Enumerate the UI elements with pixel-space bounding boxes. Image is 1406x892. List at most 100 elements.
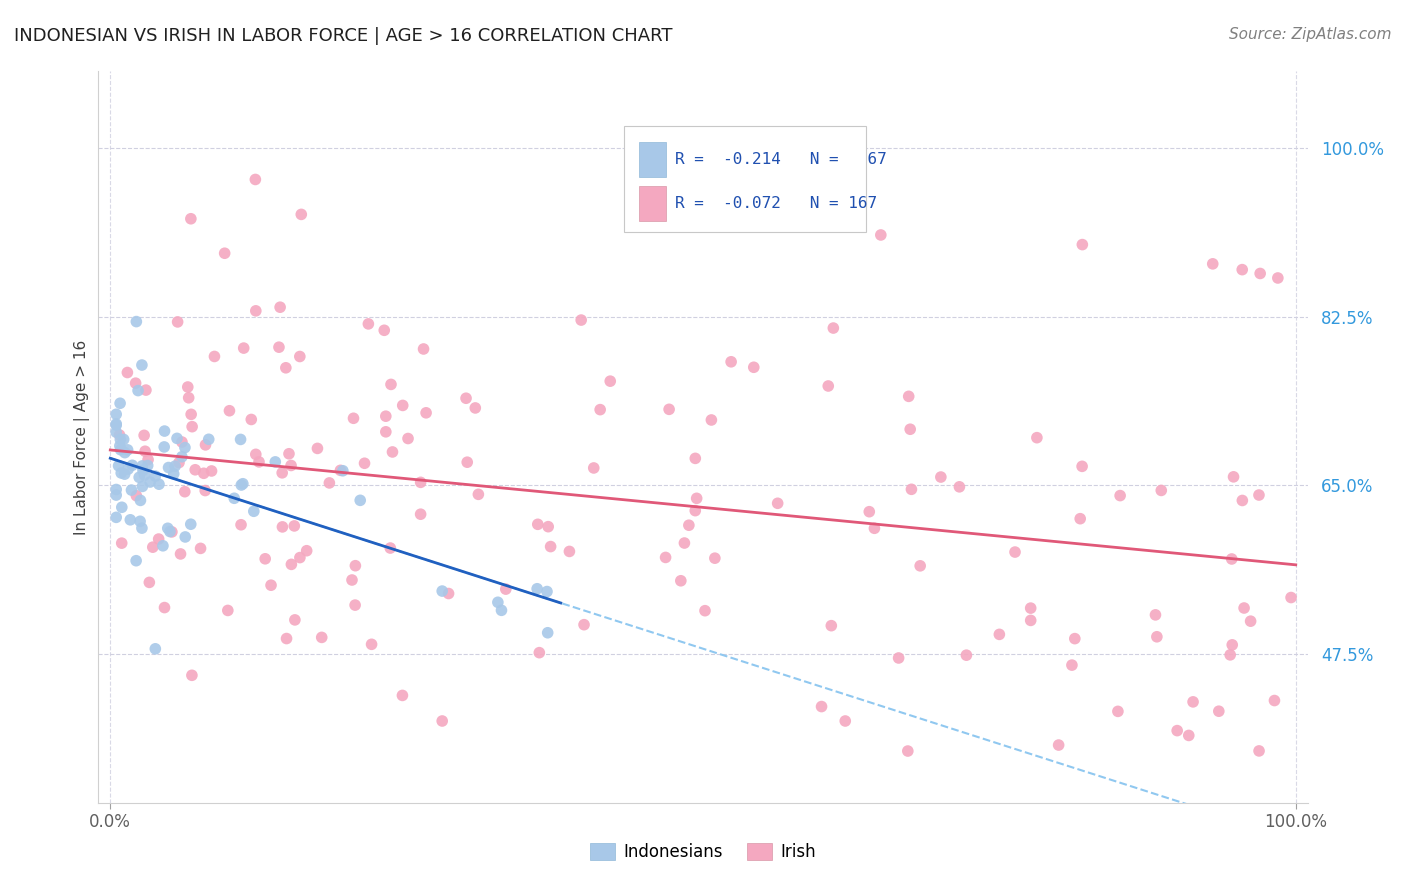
Point: [131, 479, 153, 493]
Point: [1144, 607, 1167, 622]
Point: [105, 425, 128, 440]
Point: [342, 411, 364, 425]
Point: [529, 646, 551, 660]
Point: [254, 551, 277, 566]
Point: [1247, 744, 1270, 758]
Point: [231, 478, 253, 492]
Point: [169, 547, 191, 561]
Point: [125, 489, 148, 503]
Point: [135, 383, 157, 397]
Point: [869, 227, 891, 242]
Point: [318, 475, 340, 490]
Point: [693, 604, 716, 618]
Point: [108, 428, 131, 442]
Point: [124, 376, 146, 391]
Point: [232, 476, 254, 491]
Point: [173, 484, 195, 499]
Point: [110, 466, 132, 480]
Point: [863, 521, 886, 535]
Point: [353, 456, 375, 470]
Point: [284, 613, 307, 627]
Point: [177, 391, 200, 405]
Point: [307, 442, 329, 456]
Point: [170, 435, 193, 450]
Point: [1233, 601, 1256, 615]
Point: [486, 595, 509, 609]
Point: [589, 402, 612, 417]
Point: [170, 450, 193, 464]
Point: [153, 440, 176, 454]
Point: [163, 467, 186, 481]
Point: [526, 517, 548, 532]
Point: [204, 350, 226, 364]
Point: [274, 360, 297, 375]
Point: [105, 488, 128, 502]
Point: [344, 598, 367, 612]
Point: [898, 422, 921, 436]
Point: [1150, 483, 1173, 498]
Point: [142, 540, 165, 554]
Point: [329, 463, 352, 477]
Point: [464, 401, 486, 415]
Point: [120, 513, 142, 527]
Text: R =  -0.072   N = 167: R = -0.072 N = 167: [675, 196, 877, 211]
Point: [200, 464, 222, 478]
Point: [136, 452, 159, 467]
Point: [153, 600, 176, 615]
Point: [582, 461, 605, 475]
Point: [129, 514, 152, 528]
Point: [114, 445, 136, 459]
Point: [357, 317, 380, 331]
Point: [678, 518, 700, 533]
Point: [1019, 614, 1042, 628]
Text: Source: ZipAtlas.com: Source: ZipAtlas.com: [1229, 27, 1392, 42]
Point: [288, 550, 311, 565]
Point: [229, 433, 252, 447]
Point: [138, 575, 160, 590]
Point: [536, 584, 558, 599]
Point: [669, 574, 692, 588]
Point: [288, 350, 311, 364]
Point: [654, 550, 676, 565]
Point: [271, 520, 294, 534]
Point: [1222, 470, 1244, 484]
Point: [125, 315, 148, 329]
Point: [174, 441, 197, 455]
Point: [105, 417, 128, 431]
Point: [1069, 511, 1091, 525]
Point: [380, 541, 402, 555]
Point: [823, 321, 845, 335]
Point: [1004, 545, 1026, 559]
Point: [1025, 431, 1047, 445]
Point: [1232, 262, 1254, 277]
Point: [1177, 728, 1199, 742]
Point: [105, 510, 128, 524]
Point: [1239, 614, 1261, 628]
Point: [128, 470, 150, 484]
Point: [558, 544, 581, 558]
FancyBboxPatch shape: [624, 126, 866, 232]
Point: [673, 536, 696, 550]
Point: [1047, 738, 1070, 752]
Point: [897, 744, 920, 758]
Legend: Indonesians, Irish: Indonesians, Irish: [583, 836, 823, 868]
Point: [415, 406, 437, 420]
Point: [766, 496, 789, 510]
Point: [1166, 723, 1188, 738]
Point: [295, 543, 318, 558]
Point: [148, 477, 170, 491]
Point: [683, 503, 706, 517]
Point: [193, 467, 215, 481]
Point: [467, 487, 489, 501]
Point: [280, 458, 302, 473]
Point: [1249, 267, 1271, 281]
Point: [908, 558, 931, 573]
Point: [127, 384, 149, 398]
Text: INDONESIAN VS IRISH IN LABOR FORCE | AGE > 16 CORRELATION CHART: INDONESIAN VS IRISH IN LABOR FORCE | AGE…: [14, 27, 672, 45]
Point: [311, 631, 333, 645]
Point: [381, 445, 404, 459]
Point: [197, 432, 219, 446]
Point: [157, 460, 180, 475]
Point: [245, 172, 267, 186]
Point: [1107, 705, 1129, 719]
